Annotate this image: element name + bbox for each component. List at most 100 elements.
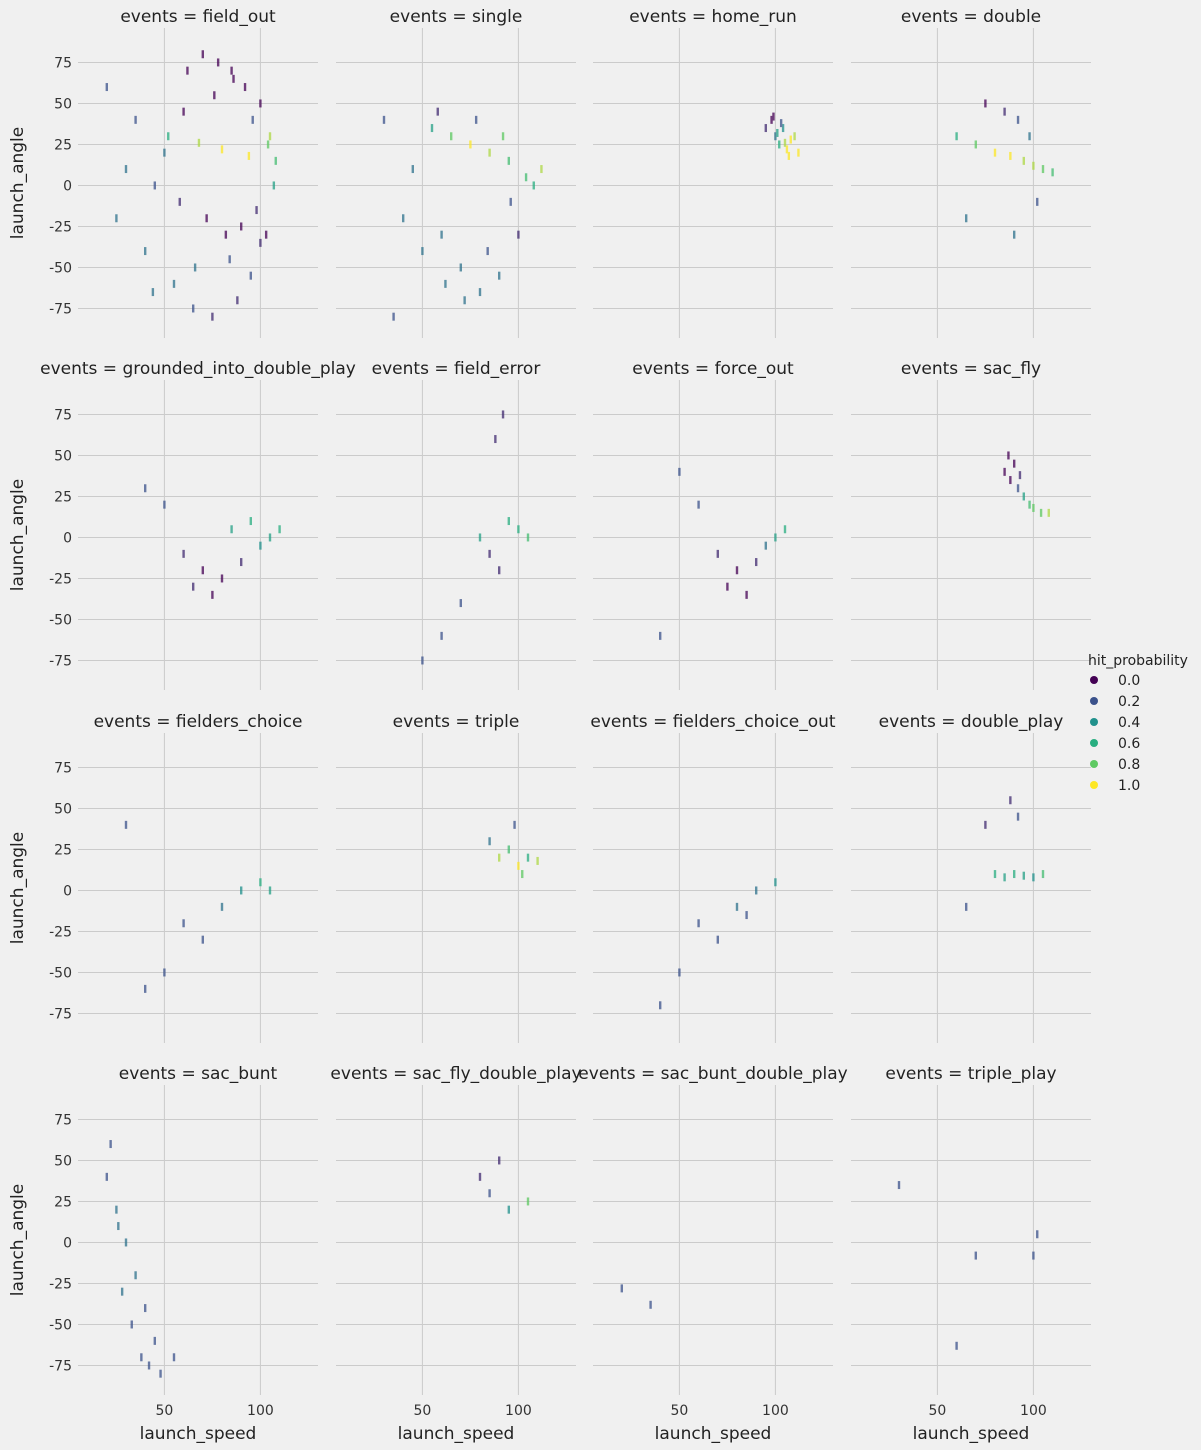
x-tick-label: 100 <box>1020 1403 1047 1419</box>
panel-title: events = triple <box>393 712 520 732</box>
y-tick-label: 25 <box>54 842 72 858</box>
y-tick-label: -75 <box>49 1006 72 1022</box>
legend-swatch <box>1090 697 1098 705</box>
panel-double-play: events = double_play <box>851 712 1091 1043</box>
y-axis-label: launch_angle <box>8 479 28 591</box>
panel-double: events = double <box>851 7 1091 338</box>
panel-title: events = sac_bunt <box>119 1064 278 1084</box>
panel-title: events = sac_fly <box>901 359 1041 379</box>
data-points <box>965 796 1045 911</box>
panel-title: events = field_error <box>372 359 541 379</box>
data-points <box>421 410 530 665</box>
y-axis-label: launch_angle <box>8 127 28 239</box>
legend-label: 0.8 <box>1118 757 1140 773</box>
panel-title: events = single <box>390 7 523 27</box>
data-points <box>955 99 1054 239</box>
panel-force-out: events = force_out <box>593 359 833 690</box>
y-tick-label: 0 <box>63 530 72 546</box>
panel-title: events = fielders_choice <box>94 712 303 732</box>
legend-item: 0.4 <box>1090 715 1140 731</box>
legend-swatch <box>1090 676 1098 684</box>
legend-label: 0.6 <box>1118 736 1140 752</box>
y-tick-label: 25 <box>54 489 72 505</box>
legend-item: 1.0 <box>1090 778 1140 794</box>
y-tick-label: 75 <box>54 1112 72 1128</box>
data-points <box>897 1181 1039 1350</box>
legend-label: 0.0 <box>1118 673 1140 689</box>
legend-item: 0.8 <box>1090 757 1140 773</box>
x-tick-label: 100 <box>762 1403 789 1419</box>
legend-title: hit_probability <box>1088 653 1188 669</box>
panel-triple: events = triple <box>336 712 576 1043</box>
data-points <box>105 50 277 321</box>
y-tick-label: 50 <box>54 801 72 817</box>
data-points <box>659 878 777 1010</box>
data-points <box>124 820 272 993</box>
panel-title: events = double_play <box>879 712 1064 732</box>
x-axis-label: launch_speed <box>140 1424 257 1444</box>
y-tick-label: -75 <box>49 1358 72 1374</box>
panel-title: events = double <box>901 7 1041 27</box>
panel-title: events = home_run <box>629 7 797 27</box>
data-points <box>1003 451 1050 517</box>
y-tick-label: -50 <box>49 965 72 981</box>
panel-fielders-choice-out: events = fielders_choice_out <box>590 712 836 1043</box>
panel-title: events = sac_fly_double_play <box>330 1064 581 1084</box>
legend-swatch <box>1090 760 1098 768</box>
panel-field-out: events = field_out -75 -50 -25 0 25 50 75 launch… <box>8 7 318 338</box>
legend-label: 0.4 <box>1118 715 1140 731</box>
panel-sac-fly-double-play: events = sac_fly_double_play 50 100 launch_… <box>330 1064 581 1444</box>
y-tick-label: 75 <box>54 760 72 776</box>
y-tick-label: -50 <box>49 612 72 628</box>
x-axis-label: launch_speed <box>913 1424 1030 1444</box>
panel-title: events = triple_play <box>885 1064 1056 1084</box>
data-points <box>488 820 539 879</box>
data-points <box>764 112 800 160</box>
data-points <box>478 1156 530 1214</box>
y-tick-label: -75 <box>49 653 72 669</box>
data-points <box>382 107 543 321</box>
y-tick-label: 25 <box>54 137 72 153</box>
panel-sac-bunt: events = sac_bunt -75 -50 -25 0 25 50 75 launch_… <box>8 1064 318 1444</box>
data-points <box>143 484 281 599</box>
panel-title: events = field_out <box>120 7 276 27</box>
legend-item: 0.6 <box>1090 736 1140 752</box>
panel-title: events = force_out <box>632 359 794 379</box>
data-points <box>620 1284 652 1309</box>
y-tick-label: -25 <box>49 571 72 587</box>
y-tick-label: -50 <box>49 260 72 276</box>
y-tick-label: 0 <box>63 1235 72 1251</box>
legend-swatch <box>1090 781 1098 789</box>
panel-home-run: events = home_run <box>593 7 833 338</box>
legend-label: 1.0 <box>1118 778 1140 794</box>
y-tick-label: -50 <box>49 1317 72 1333</box>
panel-sac-fly: events = sac_fly <box>851 359 1091 690</box>
x-tick-label: 50 <box>670 1403 688 1419</box>
legend-label: 0.2 <box>1118 694 1140 710</box>
y-tick-label: 0 <box>63 178 72 194</box>
legend-item: 0.0 <box>1090 673 1140 689</box>
y-tick-label: 50 <box>54 1153 72 1169</box>
x-tick-label: 50 <box>155 1403 173 1419</box>
x-tick-label: 100 <box>505 1403 532 1419</box>
y-tick-label: 50 <box>54 96 72 112</box>
y-tick-label: -25 <box>49 219 72 235</box>
y-tick-label: -75 <box>49 301 72 317</box>
y-tick-label: 0 <box>63 883 72 899</box>
y-tick-label: 25 <box>54 1194 72 1210</box>
y-tick-label: -25 <box>49 924 72 940</box>
y-tick-label: 75 <box>54 55 72 71</box>
panel-single: events = single <box>336 7 576 338</box>
x-tick-label: 50 <box>413 1403 431 1419</box>
panel-triple-play: events = triple_play 50 100 launch_speed <box>851 1064 1091 1444</box>
panel-title: events = sac_bunt_double_play <box>578 1064 847 1084</box>
y-tick-label: -25 <box>49 1276 72 1292</box>
legend: hit_probability 0.0 0.2 0.4 0.6 0.8 1.0 <box>1088 653 1188 794</box>
y-axis-label: launch_angle <box>8 1184 28 1296</box>
panel-title: events = fielders_choice_out <box>590 712 836 732</box>
y-tick-label: 75 <box>54 407 72 423</box>
panel-grounded-into-double-play: events = grounded_into_double_play -75 -50… <box>8 359 356 690</box>
x-axis-label: launch_speed <box>398 1424 515 1444</box>
